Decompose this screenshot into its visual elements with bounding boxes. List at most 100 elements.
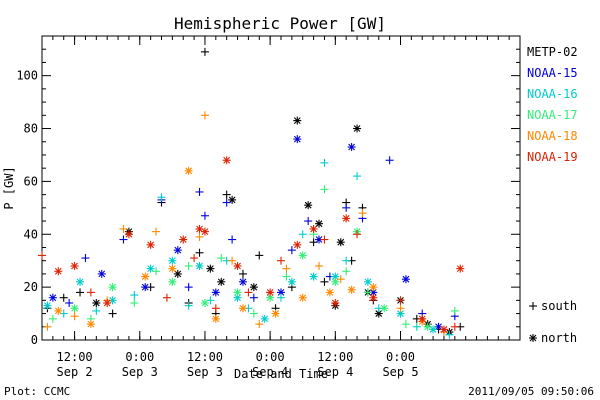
- north-point: [70, 304, 79, 313]
- north-point: [168, 256, 177, 265]
- south-point: [119, 224, 128, 233]
- marker-stroke: [98, 270, 106, 278]
- marker-stroke: [201, 228, 209, 236]
- marker-stroke: [87, 320, 95, 328]
- south-point: [342, 256, 351, 265]
- x-tick-label-date: Sep 5: [382, 365, 418, 379]
- marker-stroke: [315, 220, 323, 228]
- north-point: [298, 251, 307, 260]
- y-axis-label: P [GW]: [2, 166, 16, 209]
- hemisphere-label: south: [541, 299, 577, 313]
- marker-stroke: [141, 273, 149, 280]
- north-point: [92, 298, 101, 307]
- series-noaa-15: [48, 135, 459, 331]
- marker-stroke: [212, 289, 220, 296]
- legend-entry: NOAA-19: [527, 150, 578, 164]
- north-point: [298, 293, 307, 302]
- south-point: [217, 254, 226, 263]
- marker-stroke: [76, 278, 84, 286]
- marker-stroke: [168, 265, 176, 273]
- y-tick-label: 80: [24, 122, 38, 136]
- marker-stroke: [250, 283, 258, 291]
- north-point: [206, 264, 215, 273]
- north-point: [369, 293, 378, 302]
- north-point: [222, 156, 231, 165]
- north-point: [179, 235, 188, 244]
- north-point: [217, 277, 226, 286]
- marker-stroke: [304, 201, 312, 209]
- marker-stroke: [299, 252, 307, 259]
- south-point: [222, 198, 231, 207]
- south-point: [385, 156, 394, 165]
- plot-frame: [41, 35, 521, 341]
- north-point: [238, 304, 247, 313]
- south-point: [363, 288, 372, 297]
- south-point: [396, 296, 405, 305]
- marker-stroke: [168, 257, 176, 265]
- south-point: [162, 293, 171, 302]
- north-point: [456, 264, 465, 273]
- south-point: [222, 190, 231, 199]
- south-point: [320, 185, 329, 194]
- north-point: [293, 135, 302, 144]
- footer-credit: Plot: CCMC: [4, 385, 70, 398]
- series-metp-02: [43, 47, 465, 337]
- y-tick-label: 60: [24, 174, 38, 188]
- marker-stroke: [71, 262, 78, 270]
- south-point: [238, 269, 247, 278]
- marker-stroke: [293, 117, 301, 124]
- north-point: [331, 298, 340, 307]
- north-point: [423, 322, 432, 331]
- north-point: [233, 261, 242, 270]
- marker-stroke: [299, 294, 307, 302]
- north-point: [347, 143, 356, 152]
- north-point: [103, 298, 112, 307]
- x-axis-label: Date and Time: [234, 367, 328, 381]
- marker-stroke: [331, 273, 339, 280]
- marker-stroke: [397, 310, 404, 317]
- south-point: [184, 301, 193, 310]
- north-point: [228, 195, 237, 204]
- marker-stroke: [369, 289, 377, 296]
- north-point: [146, 240, 155, 249]
- series-noaa-17: [48, 185, 459, 331]
- north-point: [293, 240, 302, 249]
- north-point: [54, 267, 63, 276]
- south-point: [92, 306, 101, 315]
- north-point: [200, 227, 209, 236]
- south-point: [108, 309, 117, 318]
- south-point: [277, 293, 285, 302]
- north-point: [249, 283, 258, 292]
- marker-stroke: [109, 296, 117, 304]
- south-point: [304, 217, 313, 226]
- y-tick-label: 100: [16, 69, 38, 83]
- marker-stroke: [125, 230, 133, 238]
- marker-stroke: [277, 289, 285, 296]
- north-point: [266, 293, 275, 302]
- north-point: [48, 293, 57, 302]
- south-point: [76, 288, 85, 297]
- north-point: [70, 261, 79, 270]
- marker-stroke: [239, 278, 247, 286]
- south-point: [211, 304, 220, 313]
- marker-stroke: [234, 294, 241, 302]
- south-point: [228, 235, 237, 244]
- marker-stroke: [239, 304, 247, 312]
- marker-stroke: [375, 310, 383, 317]
- north-point: [200, 298, 209, 307]
- marker-stroke: [109, 283, 117, 291]
- north-point: [141, 272, 150, 281]
- south-point: [450, 322, 459, 331]
- south-point: [401, 320, 410, 329]
- south-point: [249, 309, 258, 318]
- x-tick-label-date: Sep 4: [252, 365, 288, 379]
- south-point: [298, 230, 307, 239]
- north-point: [43, 301, 52, 310]
- x-tick-label-time: 0:00: [386, 350, 415, 364]
- marker-stroke: [261, 315, 269, 323]
- south-point: [65, 298, 74, 307]
- marker-stroke: [288, 278, 296, 286]
- north-point: [309, 272, 318, 281]
- south-point: [119, 235, 128, 244]
